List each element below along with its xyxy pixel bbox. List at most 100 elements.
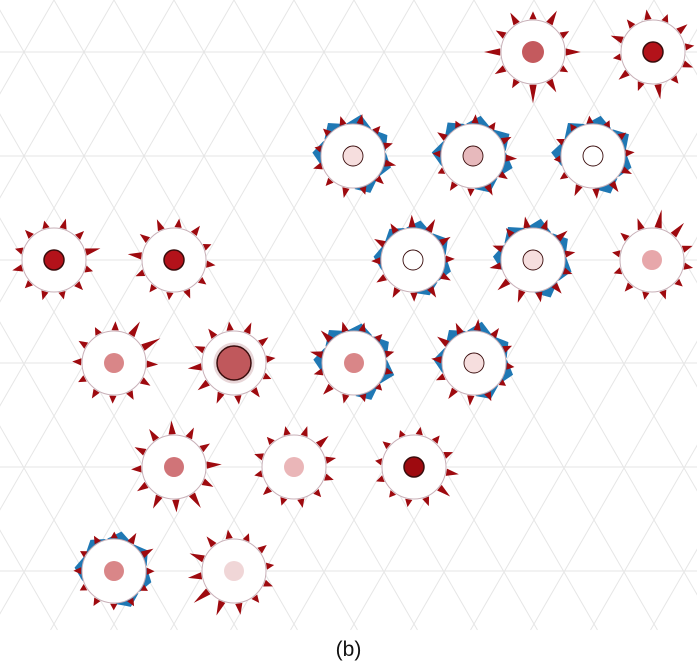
core-halo bbox=[213, 342, 255, 384]
red-spike bbox=[58, 290, 66, 300]
grid-line bbox=[413, 0, 697, 492]
red-spike bbox=[257, 545, 267, 554]
red-spike bbox=[437, 167, 446, 174]
node-core bbox=[642, 250, 662, 270]
red-spike bbox=[73, 567, 82, 575]
triangular-grid bbox=[0, 0, 697, 631]
red-spike bbox=[683, 262, 694, 270]
node-r2c2 bbox=[371, 214, 455, 302]
grid-line bbox=[233, 0, 598, 631]
red-spike bbox=[389, 490, 397, 498]
node-core bbox=[284, 457, 304, 477]
red-spike bbox=[80, 551, 88, 558]
red-spike bbox=[637, 81, 645, 91]
red-spike bbox=[324, 473, 334, 481]
red-spike bbox=[359, 186, 367, 195]
red-spike bbox=[505, 154, 518, 162]
red-spike bbox=[620, 232, 630, 242]
red-spike bbox=[146, 360, 159, 368]
red-spike bbox=[684, 43, 695, 51]
red-spike bbox=[149, 283, 158, 293]
grid-line bbox=[593, 0, 697, 180]
red-spike bbox=[156, 219, 165, 232]
node-core bbox=[164, 457, 184, 477]
red-spike bbox=[206, 260, 216, 268]
red-spike bbox=[146, 567, 155, 575]
red-spike bbox=[313, 488, 322, 498]
red-spike bbox=[440, 272, 451, 281]
red-spike bbox=[266, 436, 275, 446]
red-spike bbox=[297, 498, 305, 508]
red-spike bbox=[372, 126, 381, 135]
grid-line bbox=[0, 425, 118, 631]
node-r4c2 bbox=[375, 426, 459, 508]
node-r5c1 bbox=[187, 529, 275, 616]
node-r3c3 bbox=[431, 319, 515, 406]
red-spike bbox=[325, 177, 334, 186]
red-spike bbox=[574, 184, 583, 197]
node-core bbox=[642, 41, 664, 63]
grid-line bbox=[53, 0, 418, 631]
node-core bbox=[104, 353, 124, 373]
red-spike bbox=[498, 379, 507, 386]
red-spike bbox=[624, 282, 634, 292]
red-spike bbox=[382, 441, 391, 450]
red-spike bbox=[139, 234, 151, 244]
red-spike bbox=[498, 171, 508, 180]
red-spike bbox=[437, 132, 448, 141]
red-spike bbox=[610, 35, 624, 44]
node-core bbox=[462, 145, 484, 167]
red-spike bbox=[540, 219, 548, 231]
red-spike bbox=[398, 430, 406, 438]
red-spike bbox=[448, 387, 458, 399]
red-spike bbox=[258, 337, 269, 347]
red-spike bbox=[189, 553, 205, 563]
red-spike bbox=[490, 328, 500, 339]
red-spike bbox=[455, 120, 462, 129]
red-spike bbox=[617, 132, 627, 141]
node-core bbox=[344, 353, 364, 373]
grid-line bbox=[113, 0, 478, 631]
grid-line bbox=[50, 0, 415, 631]
node-r5c0 bbox=[73, 531, 155, 611]
red-spike bbox=[559, 65, 569, 73]
red-spike bbox=[12, 264, 24, 272]
red-spike bbox=[24, 280, 33, 289]
red-spike bbox=[676, 24, 688, 35]
red-spike bbox=[149, 429, 160, 442]
grid-line bbox=[530, 340, 697, 631]
red-spike bbox=[140, 548, 154, 558]
red-spike bbox=[621, 166, 633, 175]
node-r0c0 bbox=[484, 10, 581, 104]
red-spike bbox=[555, 230, 568, 242]
red-spike bbox=[551, 282, 562, 294]
red-spike bbox=[84, 265, 94, 273]
red-spike bbox=[392, 287, 401, 298]
red-spike bbox=[659, 289, 667, 300]
red-spike bbox=[72, 358, 82, 366]
blue-wedge bbox=[498, 152, 513, 178]
red-spike bbox=[197, 276, 207, 285]
node-core bbox=[104, 561, 124, 581]
red-spike bbox=[174, 218, 182, 228]
red-spike bbox=[546, 10, 557, 26]
red-spike bbox=[42, 220, 50, 230]
red-spike bbox=[208, 328, 218, 339]
red-spike bbox=[497, 278, 511, 291]
node-core bbox=[403, 456, 425, 478]
red-spike bbox=[14, 247, 24, 255]
red-spike bbox=[127, 252, 142, 260]
red-spike bbox=[75, 230, 85, 240]
red-spike bbox=[553, 155, 561, 163]
red-spike bbox=[202, 243, 212, 251]
red-spike bbox=[431, 435, 440, 444]
grid-line bbox=[230, 0, 595, 631]
red-spike bbox=[127, 597, 135, 607]
red-spike bbox=[488, 122, 496, 131]
red-spike bbox=[187, 572, 203, 580]
red-spike bbox=[374, 383, 383, 391]
red-spike bbox=[592, 188, 600, 199]
red-spike bbox=[280, 497, 288, 506]
red-spike bbox=[613, 267, 623, 275]
